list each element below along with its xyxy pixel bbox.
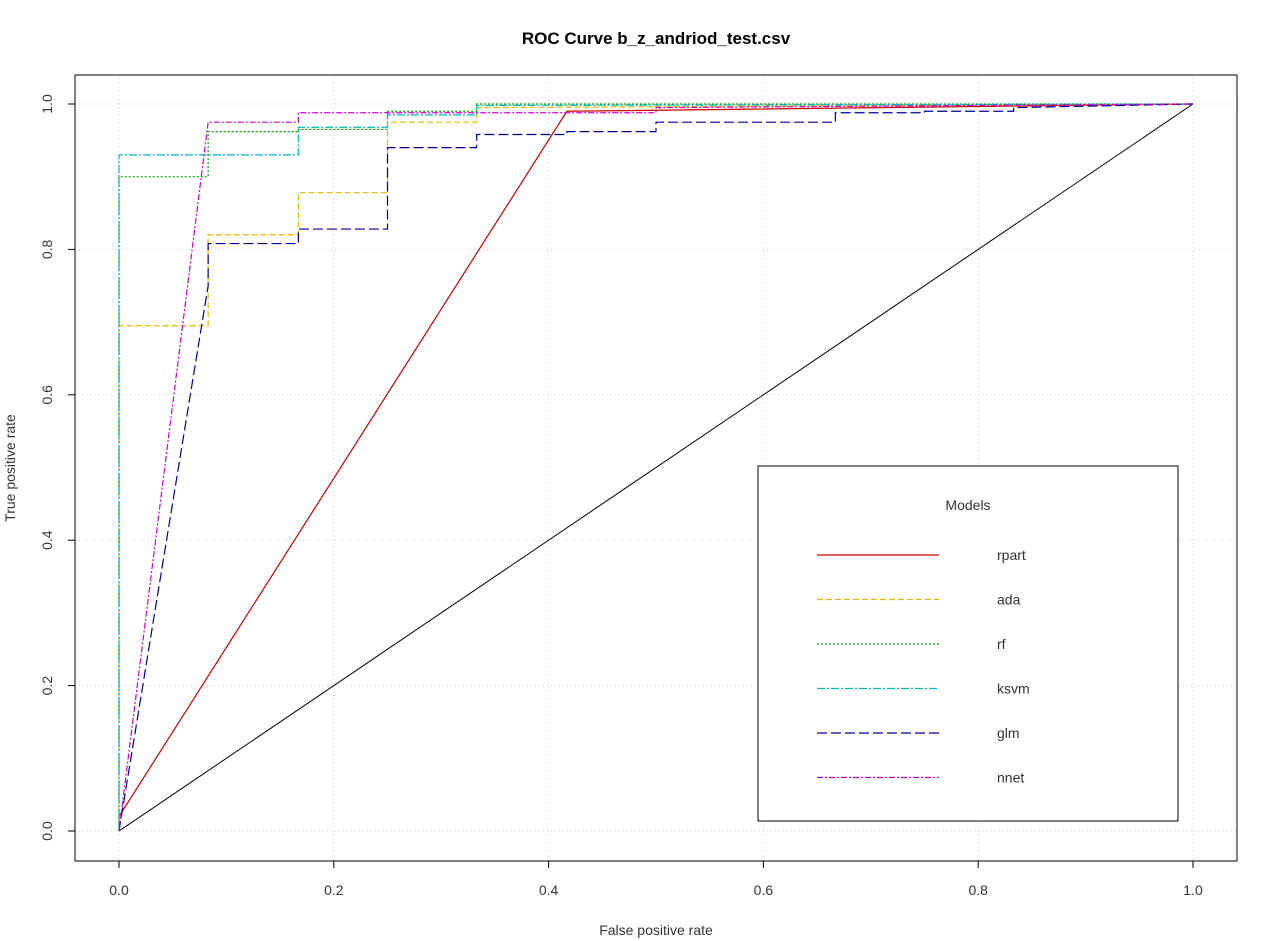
legend-box xyxy=(757,465,1179,822)
legend-title: Models xyxy=(945,497,990,513)
legend-label-nnet: nnet xyxy=(997,770,1024,786)
series-lines xyxy=(118,103,1194,832)
legend: Models rpart ada rf ksvm glm nnet xyxy=(757,465,1179,822)
chart-title: ROC Curve b_z_andriod_test.csv xyxy=(522,29,791,48)
y-tick-label: 0.2 xyxy=(39,676,55,696)
legend-label-glm: glm xyxy=(997,725,1020,741)
x-tick-label: 0.2 xyxy=(324,882,344,898)
plot-frame xyxy=(74,74,1238,862)
series-line-rpart xyxy=(118,103,1194,817)
series-line-nnet xyxy=(118,103,1194,832)
y-tick-label: 0.8 xyxy=(39,239,55,259)
legend-label-ada: ada xyxy=(997,592,1021,608)
y-tick-label: 1.0 xyxy=(39,94,55,114)
x-axis-label: False positive rate xyxy=(599,922,713,938)
y-tick-label: 0.4 xyxy=(39,530,55,550)
y-axis-ticks: 0.0 0.2 0.4 0.6 0.8 1.0 xyxy=(39,94,75,841)
series-line-ksvm xyxy=(118,103,1194,831)
series-line-rf xyxy=(118,103,1193,831)
legend-label-rf: rf xyxy=(997,636,1006,652)
x-tick-label: 1.0 xyxy=(1183,882,1203,898)
x-axis-ticks: 0.0 0.2 0.4 0.6 0.8 1.0 xyxy=(109,861,1203,898)
legend-items: rpart ada rf ksvm glm nnet xyxy=(817,547,1030,786)
y-tick-label: 0.0 xyxy=(39,821,55,841)
legend-label-ksvm: ksvm xyxy=(997,681,1030,697)
y-axis-label: True positive rate xyxy=(2,414,18,522)
reference-diagonal-line xyxy=(118,103,1194,832)
series-line-ada xyxy=(118,103,1194,831)
x-tick-label: 0.6 xyxy=(754,882,774,898)
x-tick-label: 0.0 xyxy=(109,882,129,898)
y-tick-label: 0.6 xyxy=(39,385,55,405)
x-tick-label: 0.4 xyxy=(539,882,559,898)
legend-label-rpart: rpart xyxy=(997,547,1026,563)
series-line-glm xyxy=(118,103,1194,832)
x-tick-label: 0.8 xyxy=(968,882,988,898)
